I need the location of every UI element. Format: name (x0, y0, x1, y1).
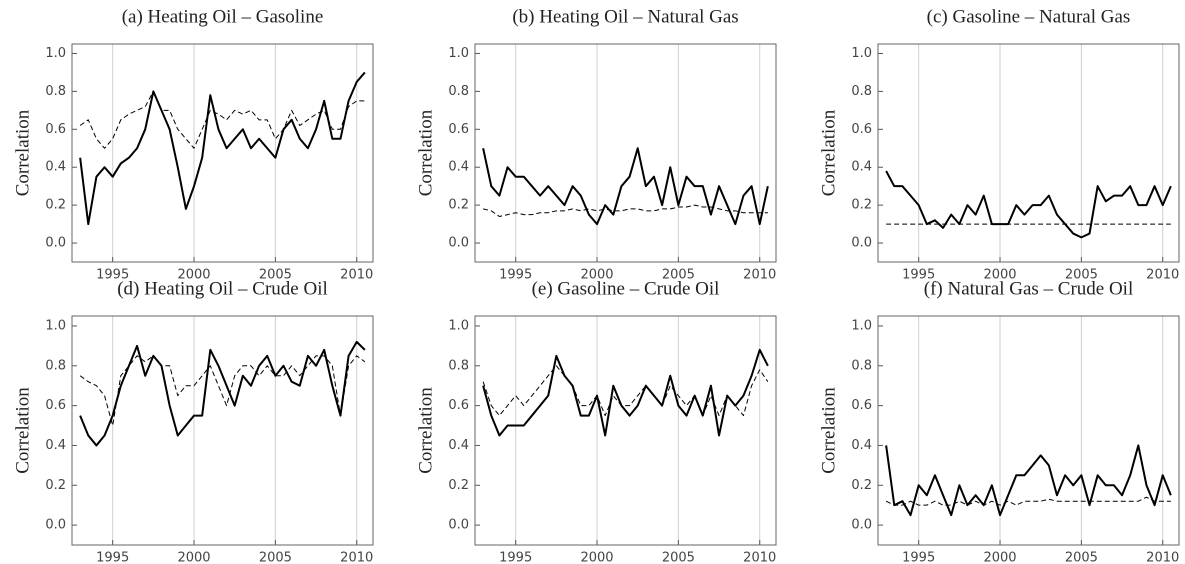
y-tick-label: 1.0 (851, 46, 872, 61)
panel: (c) Gasoline – Natural Gas Correlation 199… (818, 6, 1180, 283)
y-axis-label: Correlation (12, 387, 33, 474)
y-tick-label: 1.0 (45, 318, 66, 333)
plot-frame (474, 315, 777, 546)
series-line (885, 496, 1171, 506)
series-line (483, 204, 768, 217)
panel: (e) Gasoline – Crude Oil Correlation 1995 2… (415, 278, 777, 564)
x-tick-label: 2000 (580, 551, 613, 564)
y-tick-label: 0.0 (45, 236, 66, 251)
y-tick-label: 0.0 (448, 236, 469, 251)
x-tick-label: 1995 (96, 268, 129, 283)
x-tick-label: 2005 (259, 268, 292, 283)
y-tick-label: 1.0 (45, 46, 66, 61)
y-tick-label: 0.4 (851, 438, 872, 453)
y-tick-label: 0.0 (851, 518, 872, 533)
panel-title: (e) Gasoline – Crude Oil (532, 278, 720, 299)
x-tick-label: 2000 (983, 551, 1016, 564)
y-tick-label: 0.2 (448, 198, 469, 213)
x-tick-label: 2005 (662, 268, 695, 283)
plot-frame (474, 43, 777, 263)
y-tick-label: 0.6 (851, 398, 872, 413)
series-line (79, 71, 366, 226)
y-axis-label: Correlation (12, 109, 33, 196)
x-tick-label: 2010 (1146, 268, 1179, 283)
x-tick-label: 1995 (902, 268, 935, 283)
x-tick-label: 2005 (1065, 551, 1098, 564)
y-tick-label: 0.2 (45, 198, 66, 213)
series-line (885, 170, 1172, 239)
y-tick-label: 0.0 (448, 518, 469, 533)
plot-frame (71, 43, 374, 263)
x-tick-label: 1995 (499, 551, 532, 564)
panel: (b) Heating Oil – Natural Gas Correlation… (415, 6, 777, 283)
series-line (482, 348, 769, 437)
y-tick-label: 0.0 (851, 236, 872, 251)
panel: (f) Natural Gas – Crude Oil Correlation 19… (818, 278, 1180, 564)
x-tick-label: 2010 (340, 268, 373, 283)
y-tick-label: 0.8 (45, 84, 66, 99)
x-tick-label: 2000 (177, 268, 210, 283)
y-tick-label: 0.2 (851, 478, 872, 493)
plot-frame (71, 315, 374, 546)
y-tick-label: 0.8 (448, 84, 469, 99)
series-line (79, 90, 365, 149)
panel-title: (f) Natural Gas – Crude Oil (924, 278, 1133, 299)
x-tick-label: 2000 (177, 551, 210, 564)
panel: (a) Heating Oil – Gasoline Correlation 199… (12, 6, 374, 283)
y-tick-label: 0.6 (45, 122, 66, 137)
panel-title: (d) Heating Oil – Crude Oil (117, 278, 328, 299)
y-tick-label: 0.6 (45, 398, 66, 413)
y-tick-label: 1.0 (448, 46, 469, 61)
x-tick-label: 2005 (662, 551, 695, 564)
panel-title: (c) Gasoline – Natural Gas (927, 6, 1131, 27)
y-tick-label: 0.4 (448, 160, 469, 175)
y-tick-label: 0.6 (851, 122, 872, 137)
series-line (482, 365, 769, 417)
y-tick-label: 0.4 (851, 160, 872, 175)
x-tick-label: 2005 (259, 551, 292, 564)
x-tick-label: 2010 (743, 268, 776, 283)
y-axis-label: Correlation (415, 109, 436, 196)
panel-title: (a) Heating Oil – Gasoline (122, 6, 324, 27)
panel-title: (b) Heating Oil – Natural Gas (512, 6, 738, 27)
x-tick-label: 1995 (96, 551, 129, 564)
y-tick-label: 0.6 (448, 398, 469, 413)
series-line (79, 340, 366, 447)
x-tick-label: 2000 (580, 268, 613, 283)
y-tick-label: 0.8 (851, 84, 872, 99)
panel: (d) Heating Oil – Crude Oil Correlation 19… (12, 278, 374, 564)
y-tick-label: 0.2 (448, 478, 469, 493)
x-tick-label: 2010 (743, 551, 776, 564)
x-tick-label: 1995 (499, 268, 532, 283)
y-axis-label: Correlation (415, 387, 436, 474)
y-tick-label: 0.2 (45, 478, 66, 493)
y-tick-label: 0.6 (448, 122, 469, 137)
y-tick-label: 0.0 (45, 518, 66, 533)
x-tick-label: 1995 (902, 551, 935, 564)
x-tick-label: 2005 (1065, 268, 1098, 283)
y-tick-label: 0.4 (45, 438, 66, 453)
series-line (482, 147, 769, 226)
plot-frame (877, 43, 1180, 263)
y-tick-label: 0.8 (448, 358, 469, 373)
plot-frame (877, 315, 1180, 546)
y-axis-label: Correlation (818, 109, 839, 196)
y-tick-label: 0.4 (448, 438, 469, 453)
x-tick-label: 2010 (340, 551, 373, 564)
series-line (885, 444, 1172, 517)
y-tick-label: 0.8 (45, 358, 66, 373)
x-tick-label: 2000 (983, 268, 1016, 283)
y-tick-label: 0.8 (851, 358, 872, 373)
y-axis-label: Correlation (818, 387, 839, 474)
y-tick-label: 1.0 (448, 318, 469, 333)
y-tick-label: 0.4 (45, 160, 66, 175)
y-tick-label: 1.0 (851, 318, 872, 333)
y-tick-label: 0.2 (851, 198, 872, 213)
series-line (79, 355, 366, 427)
x-tick-label: 2010 (1146, 551, 1179, 564)
